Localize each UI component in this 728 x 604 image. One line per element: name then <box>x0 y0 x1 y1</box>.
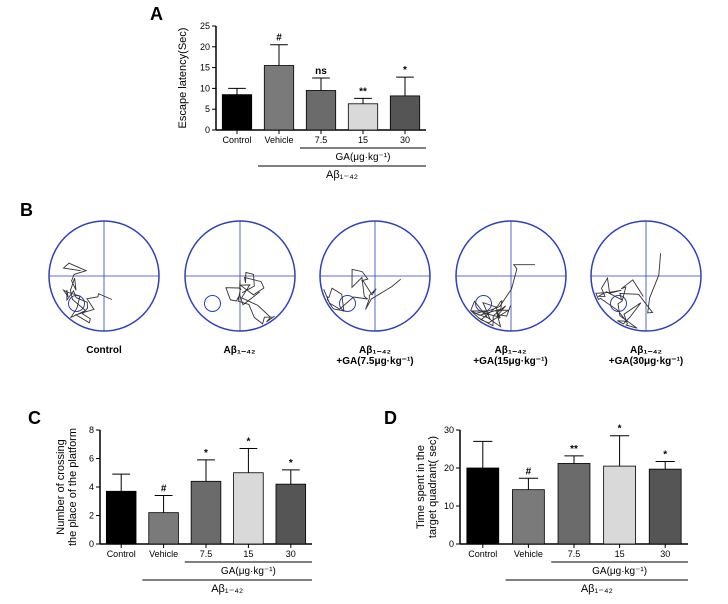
bar-Vehicle <box>149 513 179 544</box>
svg-text:0: 0 <box>89 539 94 549</box>
svg-text:10: 10 <box>200 83 210 93</box>
panel-letter-B: B <box>20 200 33 221</box>
panel-D-chart: 0 10 20 30 Time spent in thetarget quadrant(… <box>404 416 694 596</box>
panel-letter-D: D <box>384 408 397 429</box>
svg-text:**: ** <box>359 86 367 97</box>
svg-text:#: # <box>526 466 532 477</box>
svg-text:*: * <box>403 65 407 76</box>
svg-text:GA(μg·kg⁻¹): GA(μg·kg⁻¹) <box>592 566 647 577</box>
trace-svg-2 <box>315 216 435 341</box>
trace-label-0: Control <box>86 345 122 356</box>
svg-text:*: * <box>289 458 293 469</box>
trace-circle-2: Aβ₁₋₄₂+GA(7.5μg·kg⁻¹) <box>311 216 439 386</box>
svg-text:the place of the platform: the place of the platform <box>67 428 79 546</box>
bar-7.5 <box>558 463 590 544</box>
trace-svg-3 <box>451 216 571 341</box>
trace-circle-0: Control <box>40 216 168 386</box>
svg-text:15: 15 <box>200 63 210 73</box>
svg-text:7.5: 7.5 <box>315 135 328 145</box>
panel-C-chart: 0 2 4 6 8 Number of crossingthe place of the … <box>48 416 318 596</box>
bar-30 <box>390 96 419 130</box>
svg-text:target quadrant( sec): target quadrant( sec) <box>427 436 439 538</box>
trace-label-2: Aβ₁₋₄₂+GA(7.5μg·kg⁻¹) <box>336 345 413 367</box>
panel-B-traces: Control Aβ₁₋₄₂ Aβ₁₋₄₂+GA(7.5μg·kg⁻¹) Aβ₁₋₄₂… <box>40 216 710 386</box>
svg-text:Control: Control <box>468 549 497 559</box>
bar-Control <box>222 95 251 130</box>
trace-circle-4: Aβ₁₋₄₂+GA(30μg·kg⁻¹) <box>582 216 710 386</box>
panel-letter-C: C <box>28 408 41 429</box>
trace-label-1: Aβ₁₋₄₂ <box>224 345 256 356</box>
bar-Vehicle <box>512 490 544 544</box>
svg-text:20: 20 <box>444 463 454 473</box>
svg-text:ns: ns <box>315 66 327 77</box>
trace-circle-3: Aβ₁₋₄₂+GA(15μg·kg⁻¹) <box>447 216 575 386</box>
svg-text:Escape latency(Sec): Escape latency(Sec) <box>177 28 189 129</box>
svg-text:0: 0 <box>205 125 210 135</box>
panel-A-chart: 0 5 10 15 20 25 Escape latency(Sec) Control # Veh… <box>172 12 432 182</box>
trace-svg-4 <box>586 216 706 341</box>
svg-text:GA(μg·kg⁻¹): GA(μg·kg⁻¹) <box>221 566 276 577</box>
svg-text:4: 4 <box>89 482 94 492</box>
bar-15 <box>348 104 377 130</box>
svg-text:**: ** <box>570 444 578 455</box>
svg-text:30: 30 <box>286 549 296 559</box>
svg-text:*: * <box>663 450 667 461</box>
bar-15 <box>234 473 264 544</box>
svg-text:0: 0 <box>449 539 454 549</box>
svg-text:*: * <box>246 437 250 448</box>
bar-7.5 <box>306 90 335 130</box>
svg-text:#: # <box>276 33 282 44</box>
svg-text:30: 30 <box>660 549 670 559</box>
svg-text:GA(μg·kg⁻¹): GA(μg·kg⁻¹) <box>336 152 391 163</box>
svg-text:6: 6 <box>89 454 94 464</box>
svg-text:15: 15 <box>615 549 625 559</box>
svg-text:Control: Control <box>222 135 251 145</box>
svg-text:Aβ₁₋₄₂: Aβ₁₋₄₂ <box>326 169 358 181</box>
svg-text:20: 20 <box>200 42 210 52</box>
bar-7.5 <box>191 481 221 544</box>
svg-text:15: 15 <box>358 135 368 145</box>
svg-text:8: 8 <box>89 425 94 435</box>
trace-label-3: Aβ₁₋₄₂+GA(15μg·kg⁻¹) <box>473 345 547 367</box>
trace-svg-0 <box>44 216 164 341</box>
svg-text:Vehicle: Vehicle <box>264 135 293 145</box>
trace-svg-1 <box>180 216 300 341</box>
svg-text:30: 30 <box>400 135 410 145</box>
bar-Control <box>467 468 499 544</box>
svg-text:#: # <box>161 484 167 495</box>
bar-Vehicle <box>264 66 293 130</box>
svg-text:30: 30 <box>444 425 454 435</box>
svg-text:2: 2 <box>89 511 94 521</box>
svg-text:*: * <box>618 424 622 435</box>
bar-15 <box>604 466 636 544</box>
svg-text:Vehicle: Vehicle <box>514 549 543 559</box>
svg-text:Aβ₁₋₄₂: Aβ₁₋₄₂ <box>211 583 243 595</box>
svg-text:Control: Control <box>107 549 136 559</box>
trace-circle-1: Aβ₁₋₄₂ <box>176 216 304 386</box>
bar-Control <box>106 491 136 544</box>
svg-text:*: * <box>204 448 208 459</box>
trace-label-4: Aβ₁₋₄₂+GA(30μg·kg⁻¹) <box>609 345 683 367</box>
bar-30 <box>649 469 681 544</box>
svg-text:25: 25 <box>200 21 210 31</box>
svg-text:15: 15 <box>243 549 253 559</box>
svg-text:7.5: 7.5 <box>568 549 581 559</box>
svg-text:7.5: 7.5 <box>200 549 213 559</box>
svg-text:10: 10 <box>444 501 454 511</box>
svg-text:Vehicle: Vehicle <box>149 549 178 559</box>
svg-text:Time spent in the: Time spent in the <box>415 445 427 529</box>
svg-text:Aβ₁₋₄₂: Aβ₁₋₄₂ <box>581 583 613 595</box>
svg-text:Number of crossing: Number of crossing <box>55 439 67 534</box>
bar-30 <box>276 484 306 544</box>
svg-text:5: 5 <box>205 104 210 114</box>
panel-letter-A: A <box>150 4 163 25</box>
